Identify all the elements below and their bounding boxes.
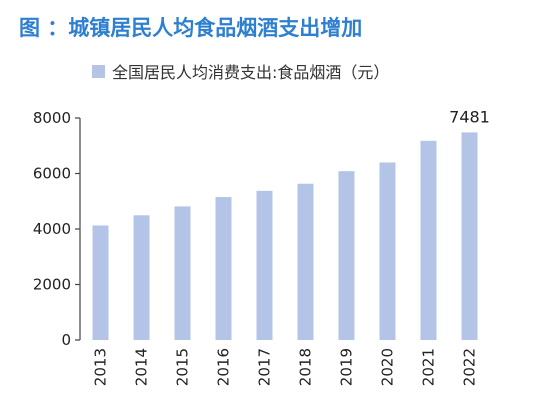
x-tick-label: 2017 <box>256 348 274 386</box>
y-axis: 0 2000 4000 6000 8000 <box>33 109 81 349</box>
x-tick-label: 2016 <box>215 348 233 386</box>
bar-2020 <box>379 162 396 340</box>
legend-swatch <box>92 65 105 78</box>
bar-2016 <box>215 197 232 340</box>
watermark: PM学堂 markzou的笔记 <box>372 392 517 408</box>
chart-title: 图 ：城镇居民人均食品烟酒支出增加 <box>19 16 362 40</box>
y-tick-label: 8000 <box>33 109 71 127</box>
x-tick-label: 2015 <box>174 348 192 386</box>
x-axis: 2013 2014 2015 2016 2017 2018 2019 2020 2021 2022 <box>92 348 479 386</box>
x-tick-label: 2022 <box>461 348 479 386</box>
bar-2013 <box>92 225 109 340</box>
x-tick-label: 2020 <box>379 348 397 386</box>
y-tick-label: 4000 <box>33 220 71 238</box>
bars: 7481 <box>92 107 490 340</box>
data-label: 7481 <box>449 107 490 126</box>
legend-label: 全国居民人均消费支出:食品烟酒（元） <box>112 63 389 82</box>
bar-2021 <box>420 140 437 340</box>
y-tick-label: 0 <box>61 331 71 349</box>
bar-2019 <box>338 171 355 340</box>
x-tick-label: 2013 <box>92 348 110 386</box>
bar-2017 <box>256 190 273 340</box>
x-tick-label: 2018 <box>297 348 315 386</box>
y-tick-label: 6000 <box>33 165 71 183</box>
x-tick-label: 2014 <box>133 348 151 386</box>
x-tick-label: 2019 <box>338 348 356 386</box>
bar-2018 <box>297 183 314 340</box>
bar-2014 <box>133 215 150 340</box>
bar-2022 <box>461 132 478 340</box>
y-tick-label: 2000 <box>33 276 71 294</box>
x-tick-label: 2021 <box>420 348 438 386</box>
bar-2015 <box>174 206 191 340</box>
